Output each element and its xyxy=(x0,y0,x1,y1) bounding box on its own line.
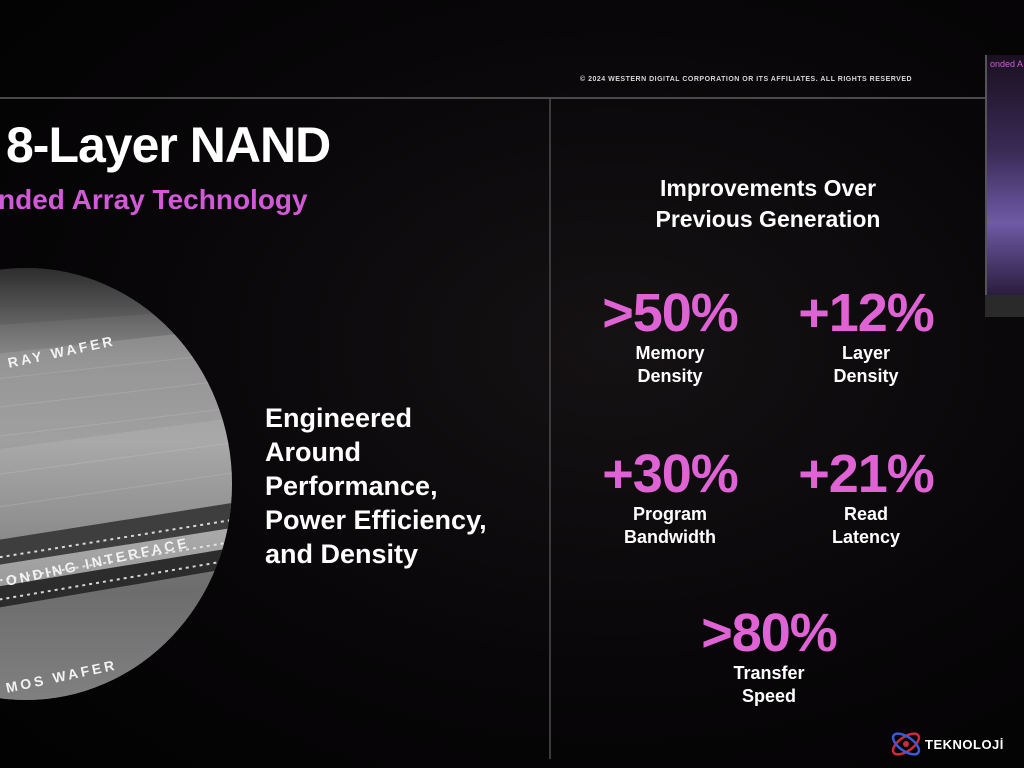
stat-program-bandwidth: +30% Program Bandwidth xyxy=(570,445,770,549)
stat-read-latency: +21% Read Latency xyxy=(766,445,966,549)
wafer-cross-section-image: RAY WAFER ONDING INTERFACE MOS WAFER xyxy=(0,268,232,700)
watermark-brand-text: TEKNOLOJİ xyxy=(925,737,1004,752)
stat-label: Memory xyxy=(635,343,705,363)
improvements-heading: Improvements Over Previous Generation xyxy=(600,173,936,235)
stat-layer-density: +12% Layer Density xyxy=(766,284,966,388)
stat-value: +12% xyxy=(798,283,935,343)
engineered-line: and Density xyxy=(265,539,419,569)
slide-subtitle: nded Array Technology xyxy=(0,184,308,215)
wafer-texture xyxy=(0,268,232,700)
watermark-logo: TEKNOLOJİ xyxy=(888,726,1024,762)
stat-label: Speed xyxy=(741,686,797,706)
header-rule xyxy=(0,97,985,99)
stat-transfer-speed: >80% Transfer Speed xyxy=(669,604,869,708)
stat-label: Transfer xyxy=(733,663,805,683)
stat-label: Density xyxy=(833,366,899,386)
side-monitor-thumbnail: onded A xyxy=(985,55,1024,295)
side-monitor-stand xyxy=(985,295,1024,317)
stat-label: Bandwidth xyxy=(624,527,716,547)
stat-label: Layer xyxy=(841,343,891,363)
improvements-heading-line: Improvements Over xyxy=(659,175,877,201)
thumbnail-caption: onded A xyxy=(990,59,1024,69)
stat-label: Latency xyxy=(831,527,901,547)
copyright-notice: © 2024 WESTERN DIGITAL CORPORATION OR IT… xyxy=(580,76,913,83)
stat-label: Density xyxy=(637,366,703,386)
stat-value: >80% xyxy=(701,603,838,663)
stat-value: >50% xyxy=(602,283,739,343)
engineered-statement: Engineered Around Performance, Power Eff… xyxy=(265,401,545,571)
slide-title: 8-Layer NAND xyxy=(6,117,331,173)
engineered-line: Engineered xyxy=(265,403,413,433)
improvements-heading-line: Previous Generation xyxy=(655,206,881,232)
engineered-line: Around xyxy=(265,437,361,467)
engineered-line: Performance, xyxy=(265,471,438,501)
stat-label: Read xyxy=(843,504,888,524)
stat-label: Program xyxy=(632,504,708,524)
watermark-atom-icon xyxy=(891,732,921,756)
stat-memory-density: >50% Memory Density xyxy=(570,284,770,388)
stat-value: +21% xyxy=(798,444,935,504)
engineered-line: Power Efficiency, xyxy=(265,505,487,535)
stat-value: +30% xyxy=(602,444,739,504)
column-divider xyxy=(549,99,551,759)
